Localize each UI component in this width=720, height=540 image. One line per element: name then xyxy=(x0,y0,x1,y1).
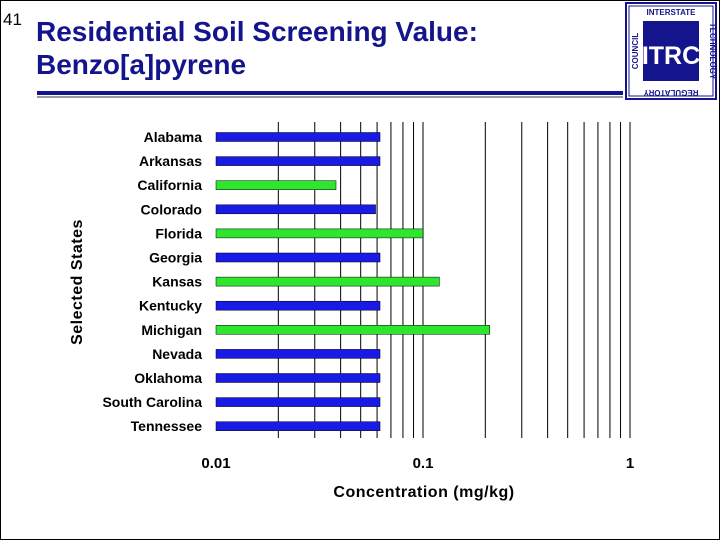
x-tick-label: 0.1 xyxy=(413,455,434,472)
category-label: Colorado xyxy=(141,201,202,217)
bar xyxy=(215,349,381,359)
category-label: South Carolina xyxy=(102,394,202,410)
category-labels: Alabama Arkansas California Colorado Florida… xyxy=(102,129,202,434)
category-label: Kentucky xyxy=(139,298,202,314)
title-line-2: Benzo[a]pyrene xyxy=(36,49,247,80)
bar xyxy=(215,325,490,335)
y-axis-label: Selected States xyxy=(69,219,86,345)
logo-center-text: ITRC xyxy=(642,42,700,70)
bar xyxy=(215,252,381,263)
bar xyxy=(215,180,337,190)
bar xyxy=(215,397,381,407)
category-label: Michigan xyxy=(141,322,202,338)
bar xyxy=(215,204,376,215)
bar xyxy=(215,132,381,142)
title-line-1: Residential Soil Screening Value: xyxy=(36,16,478,47)
category-label: Alabama xyxy=(144,129,203,145)
bar xyxy=(215,300,381,311)
x-tick-labels: 0.01 0.1 1 xyxy=(201,455,634,472)
logo-top-text: INTERSTATE xyxy=(646,8,696,17)
bar xyxy=(215,421,381,431)
bar xyxy=(215,228,424,239)
logo-bottom-text: REGULATORY xyxy=(643,88,699,97)
logo-inner-border xyxy=(628,5,714,97)
title-underline-shadow xyxy=(37,96,623,98)
category-label: Kansas xyxy=(152,274,202,290)
bar xyxy=(215,276,440,287)
slide-title: Residential Soil Screening Value: Benzo[… xyxy=(36,15,596,81)
x-tick-label: 0.01 xyxy=(201,455,230,472)
logo-right-text: TECHNOLOGY xyxy=(708,23,717,80)
category-label: Oklahoma xyxy=(134,370,202,386)
category-label: Tennessee xyxy=(131,418,203,434)
bar xyxy=(215,156,381,166)
x-axis-label: Concentration (mg/kg) xyxy=(333,484,514,501)
slide-number: 41 xyxy=(3,10,22,29)
logo-left-text: COUNCIL xyxy=(631,33,640,70)
logo-center-block xyxy=(643,21,699,81)
title-underline xyxy=(37,91,623,95)
bar xyxy=(215,373,381,383)
x-tick-label: 1 xyxy=(626,455,634,472)
category-label: Florida xyxy=(155,225,202,241)
category-label: Georgia xyxy=(149,250,202,266)
category-label: Nevada xyxy=(152,346,202,362)
category-label: California xyxy=(137,177,202,193)
bars xyxy=(215,132,490,431)
category-label: Arkansas xyxy=(139,153,202,169)
itrc-logo: INTERSTATE TECHNOLOGY REGULATORY COUNCIL… xyxy=(625,2,717,100)
